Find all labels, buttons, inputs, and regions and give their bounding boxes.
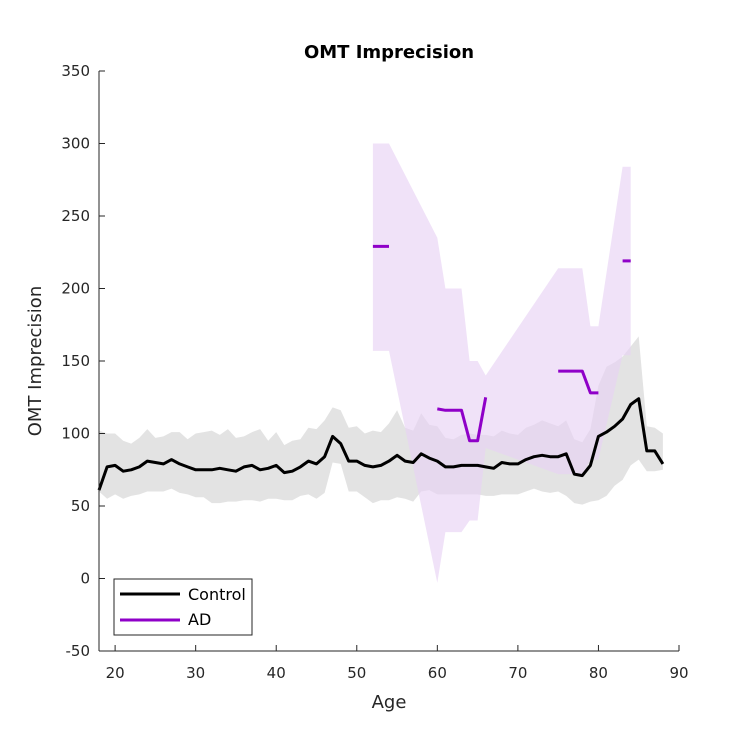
y-axis-title: OMT Imprecision: [25, 286, 46, 436]
y-tick-label: -50: [66, 642, 91, 660]
x-tick-label: 60: [428, 664, 447, 682]
x-tick-label: 50: [347, 664, 366, 682]
y-tick-label: 0: [80, 570, 90, 588]
axes: -50 0 50 100 150 200 250 300 350 20 30 40 50 60 70 80 90: [61, 62, 688, 682]
series-lines: [97, 244, 665, 491]
chart-title: OMT Imprecision: [304, 42, 474, 63]
line-control-segment-0: [97, 397, 665, 491]
x-tick-label: 70: [508, 664, 527, 682]
x-tick-label: 30: [186, 664, 205, 682]
band-ad: [372, 143, 631, 583]
y-tick-label: 350: [61, 62, 90, 80]
legend: Control AD: [113, 578, 253, 636]
x-axis-title: Age: [372, 692, 407, 713]
y-tick-label: 250: [61, 207, 90, 225]
x-tick-label: 20: [106, 664, 125, 682]
x-tick-label: 40: [267, 664, 286, 682]
y-tick-label: 50: [71, 497, 90, 515]
legend-label-control: Control: [188, 585, 246, 604]
x-tick-label: 80: [589, 664, 608, 682]
y-tick-label: 200: [61, 280, 90, 298]
x-tick-label: 90: [669, 664, 688, 682]
line-ad-segment-2: [558, 369, 599, 395]
legend-box: [113, 578, 253, 636]
y-tick-label: 150: [61, 352, 90, 370]
confidence-bands: [99, 143, 663, 583]
y-tick-label: 100: [61, 425, 90, 443]
line-ad-segment-1: [437, 397, 488, 443]
legend-label-ad: AD: [188, 610, 211, 629]
y-tick-label: 300: [61, 135, 90, 153]
